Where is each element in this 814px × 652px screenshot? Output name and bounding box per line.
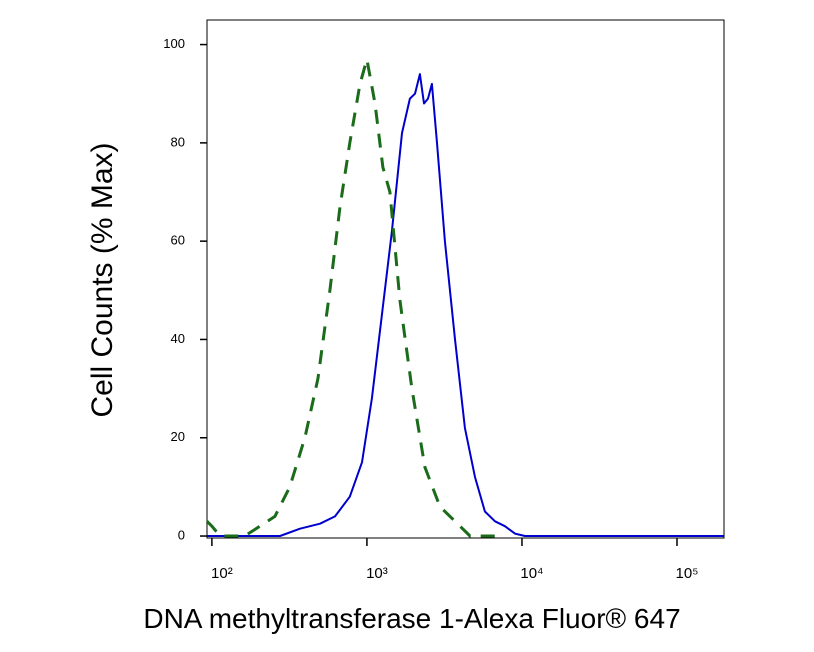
x-axis-label: DNA methyltransferase 1-Alexa Fluor® 647 [143, 603, 680, 634]
x-tick-label: 10⁵ [676, 565, 699, 582]
histogram-line [207, 73, 724, 537]
plot-frame [206, 19, 725, 539]
y-axis-label: Cell Counts (% Max) [86, 142, 119, 417]
histogram-line [205, 57, 500, 538]
x-tick-label: 10³ [366, 565, 388, 582]
y-tick-label: 80 [171, 134, 185, 149]
x-tick-label: 10² [211, 565, 233, 582]
y-tick-label: 100 [163, 36, 185, 51]
x-tick-label: 10⁴ [520, 565, 543, 582]
y-tick-label: 40 [171, 331, 185, 346]
y-tick-label: 20 [171, 429, 185, 444]
y-tick-label: 0 [178, 527, 185, 542]
y-tick-label: 60 [171, 233, 185, 248]
